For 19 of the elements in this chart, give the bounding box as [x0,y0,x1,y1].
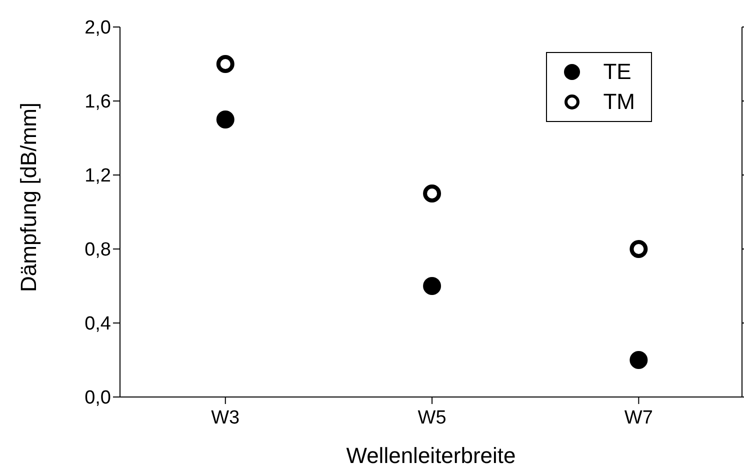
y-tick-label: 0,0 [84,388,111,409]
y-axis-title: Dämpfung [dB/mm] [16,102,41,292]
x-tick-label: W5 [418,407,446,428]
x-axis-title: Wellenleiterbreite [346,443,516,468]
point [423,184,442,202]
y-tick-label: 0,8 [84,240,111,261]
y-tick-label: 1,6 [84,92,111,113]
point [630,240,648,258]
legend-label: TE [603,59,632,85]
x-tick-label: W3 [211,407,240,428]
x-tick-label: W7 [624,407,653,428]
point [216,55,234,73]
y-tick-label: 0,4 [84,314,112,335]
y-tick-label: 2,0 [84,18,111,39]
point [423,277,442,295]
y-tick-label: 1,2 [84,166,111,187]
point [630,351,648,369]
legend-label: TM [603,89,635,115]
point [216,110,234,128]
